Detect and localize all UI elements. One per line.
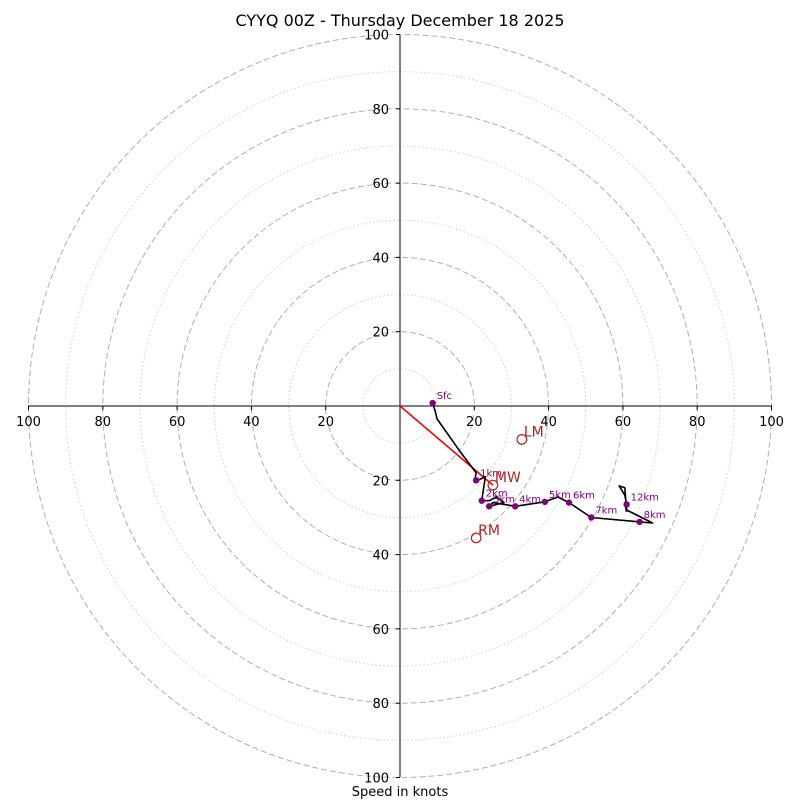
storm-motion-label: MW <box>495 470 521 486</box>
height-label: 12km <box>631 492 659 503</box>
x-tick-label: 20 <box>466 415 483 430</box>
height-label: 2km <box>486 489 508 500</box>
height-label: Sfc <box>437 391 452 402</box>
height-point <box>478 497 485 504</box>
x-tick-label: 80 <box>95 415 112 430</box>
mean-wind-vector <box>399 405 494 486</box>
height-label: 5km <box>549 490 571 501</box>
height-point <box>623 501 630 508</box>
height-label: 8km <box>644 510 666 521</box>
chart-title: CYYQ 00Z - Thursday December 18 2025 <box>235 11 564 30</box>
y-tick-label: 60 <box>372 177 389 192</box>
height-point <box>429 399 436 407</box>
height-label: 7km <box>595 505 617 516</box>
x-tick-label: 100 <box>16 415 41 430</box>
y-tick-label: 20 <box>372 474 389 489</box>
y-tick-label: 80 <box>372 103 389 118</box>
height-label: 4km <box>519 494 541 505</box>
y-tick-label: 40 <box>372 549 389 564</box>
x-tick-label: 60 <box>615 415 632 430</box>
y-tick-label: 60 <box>372 623 389 638</box>
storm-motion-marker <box>470 532 482 544</box>
y-tick-label: 40 <box>372 251 389 266</box>
height-point <box>565 499 573 506</box>
storm-motion-marker <box>516 434 528 445</box>
height-point <box>588 514 595 521</box>
x-tick-label: 20 <box>317 415 334 430</box>
height-point <box>472 477 480 484</box>
y-tick-label: 100 <box>364 29 389 44</box>
storm-motion-label: LM <box>524 424 544 440</box>
mean-wind-line <box>399 405 494 486</box>
height-point <box>541 498 549 506</box>
x-tick-label: 40 <box>243 415 260 430</box>
x-tick-label: 60 <box>169 415 186 430</box>
x-tick-label: 80 <box>689 415 706 430</box>
y-tick-label: 20 <box>372 326 389 341</box>
x-tick-label: 40 <box>540 415 557 430</box>
height-label: 6km <box>573 491 595 502</box>
storm-motion-label: RM <box>478 523 500 539</box>
height-label: 1km <box>480 468 502 479</box>
height-point <box>511 503 519 510</box>
storm-motion-markers: LM MW RM <box>470 424 544 544</box>
x-axis-label: Speed in knots <box>352 785 449 800</box>
y-tick-label: 80 <box>372 697 389 712</box>
x-tick-label: 100 <box>759 415 784 430</box>
axis-ticks: 100 80 60 40 20 20 40 60 80 100 20 40 60 80 100 20 40 60 8… <box>16 29 784 787</box>
height-label: 3km <box>493 494 515 505</box>
y-tick-label: 100 <box>364 772 389 787</box>
height-point <box>636 518 643 526</box>
storm-motion-marker <box>487 479 499 491</box>
height-point <box>485 503 493 510</box>
